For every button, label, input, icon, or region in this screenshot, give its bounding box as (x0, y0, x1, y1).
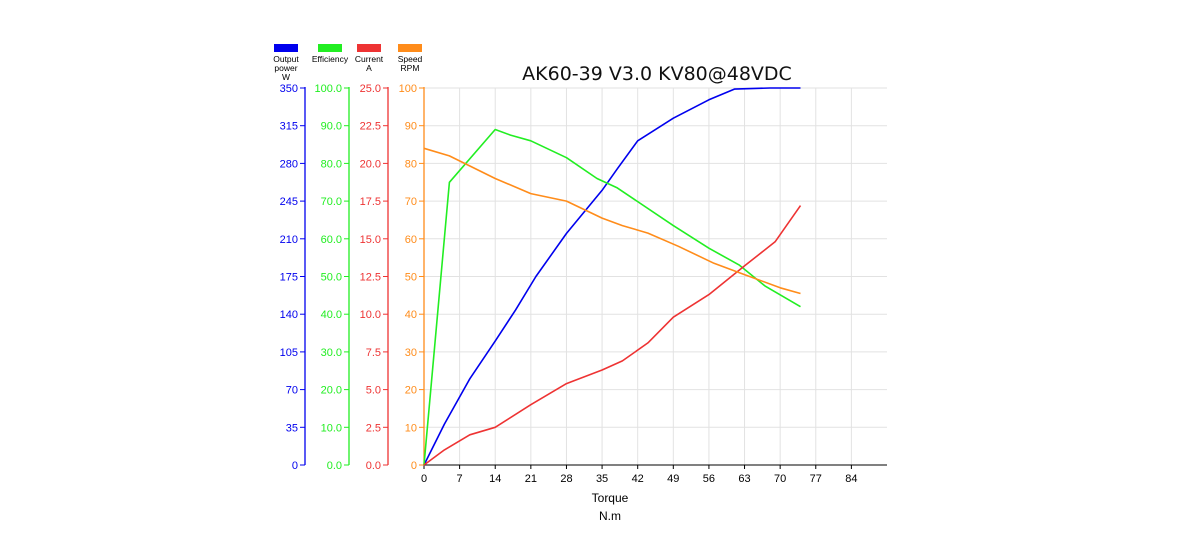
current-y-tick-label: 15.0 (360, 234, 381, 246)
efficiency-y-tick-label: 50.0 (321, 272, 342, 284)
current-legend-unit: A (366, 63, 372, 73)
x-tick-label: 0 (421, 473, 427, 485)
x-tick-label: 77 (810, 473, 822, 485)
x-tick-label: 35 (596, 473, 608, 485)
efficiency-y-tick-label: 70.0 (321, 196, 342, 208)
output-power-y-tick-label: 70 (286, 385, 298, 397)
current-y-tick-label: 17.5 (360, 196, 381, 208)
efficiency-legend-label: Efficiency (312, 54, 349, 64)
axes: 0 7 14 21 28 35 42 49 56 63 70 77 84 0 35 70 105 140 175 21… (280, 83, 887, 485)
current-y-tick-label: 20.0 (360, 158, 381, 170)
speed-y-tick-label: 40 (405, 309, 417, 321)
current-series-line (423, 205, 802, 466)
x-tick-label: 7 (457, 473, 463, 485)
speed-y-tick-label: 70 (405, 196, 417, 208)
x-tick-label: 42 (632, 473, 644, 485)
speed-series-line (423, 147, 801, 295)
speed-y-tick-label: 60 (405, 234, 417, 246)
speed-legend-unit: RPM (401, 63, 420, 73)
speed-legend-swatch (398, 44, 422, 52)
current-y-tick-label: 25.0 (360, 83, 381, 95)
x-axis-unit: N.m (599, 509, 621, 523)
output-power-series-line (423, 87, 801, 466)
speed-legend-label: Speed (398, 54, 423, 64)
output-power-y-tick-label: 210 (280, 234, 298, 246)
speed-y-tick-label: 30 (405, 347, 417, 359)
speed-y-tick-label: 10 (405, 422, 417, 434)
output-power-legend-swatch (274, 44, 298, 52)
x-tick-label: 49 (667, 473, 679, 485)
efficiency-y-tick-label: 60.0 (321, 234, 342, 246)
current-y-tick-label: 7.5 (366, 347, 381, 359)
efficiency-y-tick-label: 0.0 (327, 460, 342, 472)
speed-y-tick-label: 90 (405, 121, 417, 133)
x-tick-label: 84 (845, 473, 857, 485)
x-tick-label: 28 (560, 473, 572, 485)
efficiency-series-line (423, 128, 801, 466)
x-tick-label: 63 (738, 473, 750, 485)
efficiency-y-tick-label: 90.0 (321, 121, 342, 133)
efficiency-y-tick-label: 40.0 (321, 309, 342, 321)
efficiency-y-tick-label: 30.0 (321, 347, 342, 359)
speed-y-tick-label: 100 (399, 83, 417, 95)
output-power-legend-label: power (274, 63, 297, 73)
efficiency-legend-swatch (318, 44, 342, 52)
speed-y-tick-label: 50 (405, 272, 417, 284)
x-tick-label: 21 (525, 473, 537, 485)
speed-y-tick-label: 20 (405, 385, 417, 397)
output-power-y-tick-label: 35 (286, 422, 298, 434)
efficiency-y-tick-label: 80.0 (321, 158, 342, 170)
output-power-y-tick-label: 0 (292, 460, 298, 472)
current-y-tick-label: 10.0 (360, 309, 381, 321)
output-power-y-tick-label: 140 (280, 309, 298, 321)
speed-y-tick-label: 80 (405, 158, 417, 170)
efficiency-y-tick-label: 20.0 (321, 385, 342, 397)
output-power-y-tick-label: 315 (280, 121, 298, 133)
output-power-y-tick-label: 245 (280, 196, 298, 208)
current-legend-swatch (357, 44, 381, 52)
current-y-tick-label: 0.0 (366, 460, 381, 472)
current-y-tick-label: 2.5 (366, 422, 381, 434)
x-axis-title: Torque (592, 491, 629, 505)
efficiency-y-tick-label: 100.0 (314, 83, 342, 95)
x-tick-label: 70 (774, 473, 786, 485)
speed-y-tick-label: 0 (411, 460, 417, 472)
current-y-tick-label: 12.5 (360, 272, 381, 284)
grid (424, 87, 887, 465)
x-tick-label: 56 (703, 473, 715, 485)
output-power-y-tick-label: 280 (280, 158, 298, 170)
output-power-y-tick-label: 350 (280, 83, 298, 95)
series-lines (423, 87, 802, 466)
output-power-y-tick-label: 105 (280, 347, 298, 359)
output-power-y-tick-label: 175 (280, 272, 298, 284)
current-y-tick-label: 5.0 (366, 385, 381, 397)
current-legend-label: Current (355, 54, 384, 64)
output-power-legend-label: Output (273, 54, 299, 64)
current-y-tick-label: 22.5 (360, 121, 381, 133)
output-power-legend-unit: W (282, 72, 290, 82)
x-tick-label: 14 (489, 473, 501, 485)
efficiency-y-tick-label: 10.0 (321, 422, 342, 434)
chart-title: AK60-39 V3.0 KV80@48VDC (522, 63, 792, 85)
